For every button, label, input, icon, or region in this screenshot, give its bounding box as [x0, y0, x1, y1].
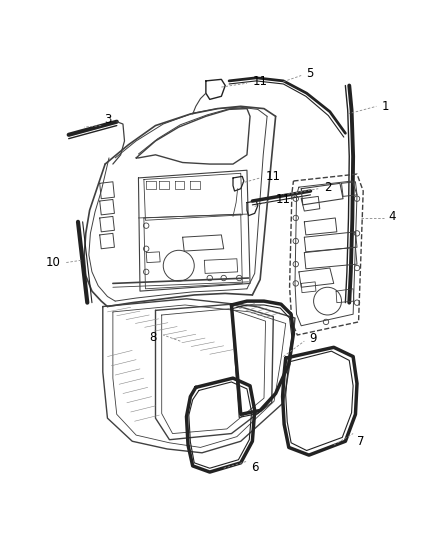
Text: 1: 1 — [382, 100, 389, 113]
Text: 11: 11 — [265, 170, 281, 183]
Text: 8: 8 — [150, 331, 157, 344]
Text: 9: 9 — [309, 333, 316, 345]
Text: 5: 5 — [306, 68, 313, 80]
Text: 10: 10 — [46, 256, 61, 269]
Text: 11: 11 — [276, 193, 291, 206]
Text: 2: 2 — [324, 181, 331, 193]
Text: 4: 4 — [389, 210, 396, 223]
Text: 7: 7 — [357, 435, 364, 448]
Text: 6: 6 — [251, 461, 258, 474]
Text: 3: 3 — [104, 113, 111, 126]
Text: 11: 11 — [252, 75, 267, 88]
